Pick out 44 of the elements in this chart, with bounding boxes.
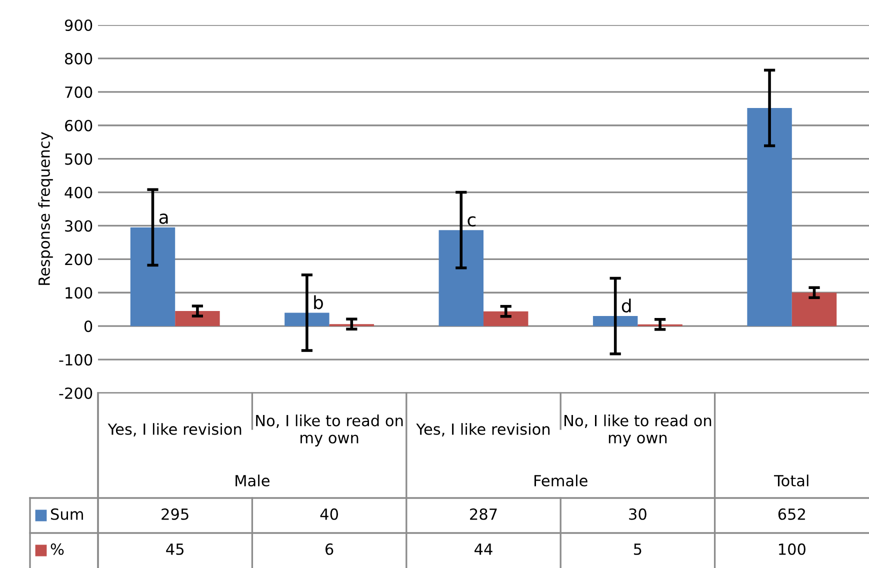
- legend-label: Sum: [51, 508, 83, 520]
- bar: [747, 108, 792, 326]
- annotation: b: [314, 295, 323, 310]
- data-label: 6: [326, 543, 334, 555]
- legend-label: %: [50, 543, 64, 555]
- text: Total: [774, 474, 808, 486]
- text: Female: [534, 474, 588, 486]
- y-tick-label: 900: [64, 19, 92, 32]
- bar: [438, 230, 484, 326]
- y-tick-label: 200: [65, 254, 92, 266]
- data-label: 652: [778, 508, 805, 520]
- x-tick-label: No, I like to read on my own: [564, 414, 712, 446]
- data-label: 100: [778, 543, 806, 555]
- data-label: 5: [634, 544, 642, 555]
- y-tick-label: 300: [65, 220, 92, 232]
- bar: [130, 227, 176, 326]
- bar: [175, 311, 220, 326]
- data-label: 287: [470, 508, 497, 520]
- y-tick-label: -200: [59, 387, 92, 400]
- x-tick-label: No, I like to read on my own: [256, 414, 403, 446]
- annotation: a: [159, 214, 168, 224]
- x-tick-label: Yes, I like revision: [108, 423, 242, 436]
- annotation: d: [622, 298, 631, 313]
- y-axis-title: Response frequency: [38, 132, 53, 285]
- y-tick-label: 700: [65, 86, 92, 98]
- y-tick-label: 100: [66, 287, 92, 299]
- data-label: 30: [629, 508, 646, 520]
- data-label: 44: [474, 544, 492, 555]
- y-tick-label: 0: [84, 320, 92, 332]
- y-tick-label: 600: [65, 120, 92, 132]
- y-tick-label: -100: [59, 354, 92, 366]
- bar: [284, 312, 330, 326]
- y-tick-label: 800: [65, 52, 92, 64]
- y-tick-label: 500: [65, 153, 92, 165]
- x-tick-label: Yes, I like revision: [416, 423, 550, 436]
- data-label: 295: [162, 508, 188, 520]
- bar: [592, 316, 638, 326]
- data-label: 40: [320, 508, 338, 520]
- y-tick-label: 400: [64, 186, 92, 198]
- text: Male: [236, 474, 270, 486]
- bar: [792, 292, 837, 326]
- annotation: c: [468, 216, 476, 227]
- data-label: 45: [166, 544, 184, 555]
- bar: [484, 311, 528, 326]
